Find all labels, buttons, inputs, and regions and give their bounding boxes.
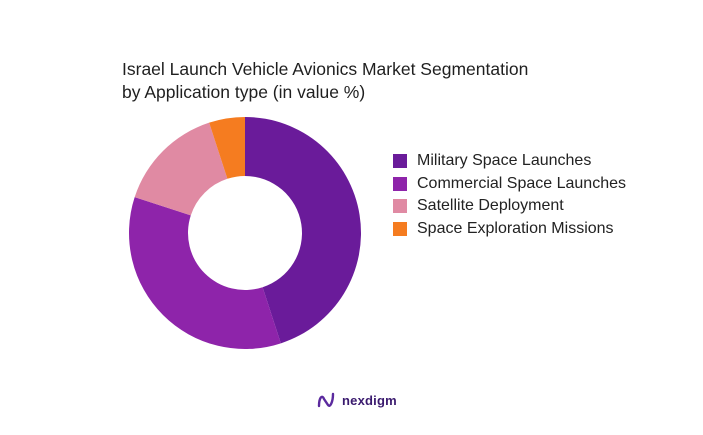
legend-item-commercial[interactable]: Commercial Space Launches: [393, 173, 653, 195]
legend-label: Space Exploration Missions: [417, 219, 614, 237]
legend-label: Military Space Launches: [417, 152, 592, 169]
legend-swatch: [393, 154, 407, 168]
chart-legend: Military Space Launches Commercial Space…: [393, 150, 653, 240]
brand-logo: nexdigm: [316, 390, 397, 410]
legend-label: Satellite Deployment: [417, 197, 564, 214]
slice-satellite[interactable]: [134, 122, 228, 216]
legend-swatch: [393, 176, 407, 191]
slice-military[interactable]: [245, 117, 361, 344]
legend-label: Commercial Space Launches: [417, 174, 626, 192]
legend-swatch: [393, 221, 407, 236]
slice-commercial[interactable]: [129, 197, 281, 349]
legend-item-military[interactable]: Military Space Launches: [393, 150, 653, 172]
legend-swatch: [393, 199, 407, 213]
nexdigm-logo-icon: [317, 392, 335, 408]
legend-item-exploration[interactable]: Space Exploration Missions: [393, 218, 653, 240]
legend-item-satellite[interactable]: Satellite Deployment: [393, 195, 653, 217]
slice-exploration[interactable]: [209, 117, 245, 179]
brand-name: nexdigm: [342, 392, 397, 408]
chart-title: Israel Launch Vehicle Avionics Market Se…: [122, 59, 529, 102]
